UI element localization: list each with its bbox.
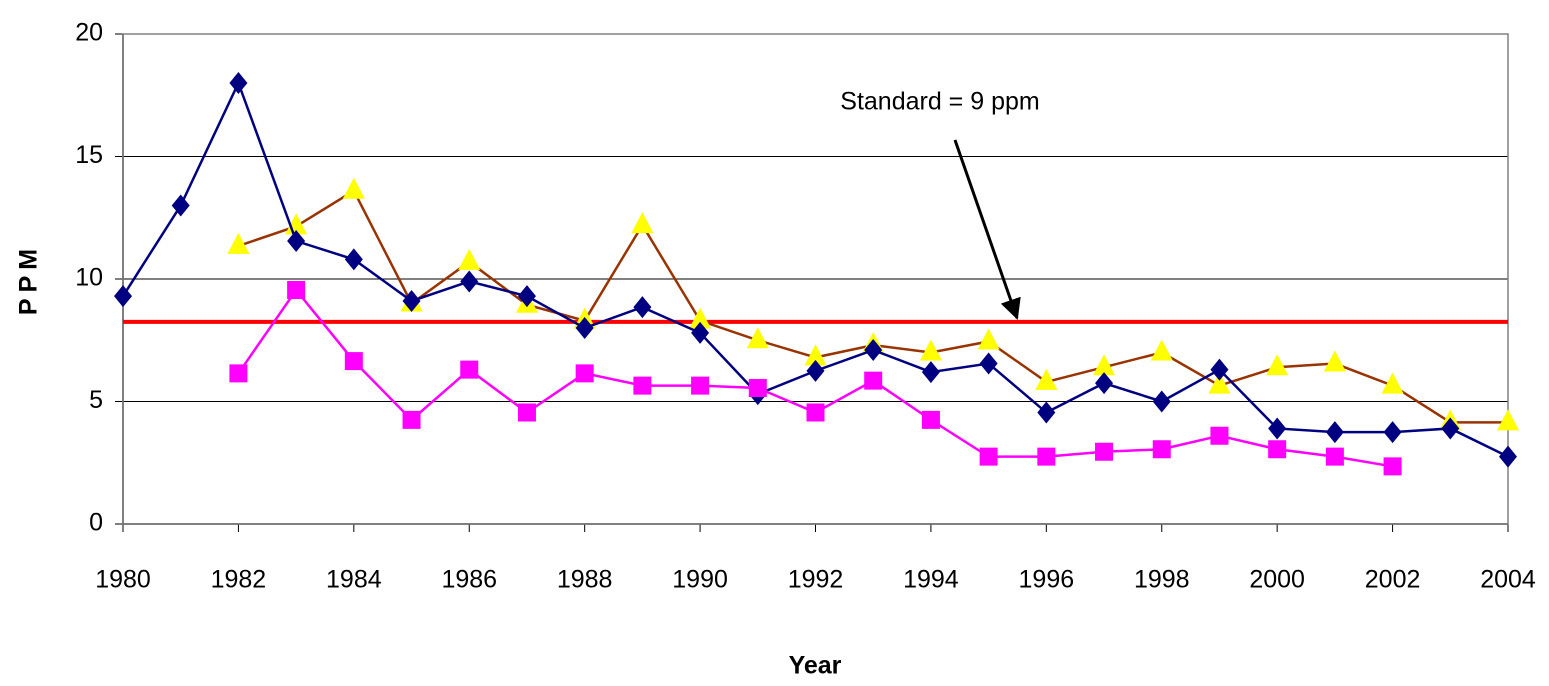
y-axis-title: PPM [15,243,43,315]
data-point [1383,457,1402,476]
data-point [460,360,479,379]
y-tick-label: 20 [75,19,103,47]
data-point [864,339,883,362]
data-point [1268,440,1287,459]
x-tick-label: 1984 [326,566,382,594]
data-point [1035,368,1058,390]
data-point [1095,442,1114,461]
data-point [171,194,190,217]
data-point [517,403,536,422]
data-point [402,410,421,429]
data-point [1150,339,1173,361]
data-point [919,339,942,361]
data-point [1093,354,1116,376]
data-point [631,212,654,234]
data-point [746,327,769,349]
x-tick-label: 2002 [1365,566,1421,594]
data-point [691,376,710,395]
data-point [804,344,827,366]
annotation-arrow [953,139,1021,320]
data-point [1497,409,1519,431]
data-point [1381,372,1404,394]
data-point [979,352,998,375]
data-point [691,321,710,344]
data-point [1266,354,1289,376]
x-tick-label: 1994 [903,566,959,594]
data-point [344,248,363,271]
data-point [1383,421,1402,444]
data-point [287,281,306,300]
plot-border [122,33,1509,525]
data-point [227,232,250,254]
data-point [1499,445,1517,468]
data-point [689,307,712,329]
data-point [1037,401,1056,424]
data-point [460,270,479,293]
data-point [1325,421,1344,444]
x-tick-label: 1986 [441,566,497,594]
data-point [921,361,940,384]
data-point [921,410,940,429]
data-point [575,364,594,383]
data-point [344,352,363,371]
data-point [633,296,652,319]
data-point [806,403,825,422]
data-point [864,371,883,390]
x-tick-label: 1998 [1134,566,1190,594]
x-tick-label: 1996 [1019,566,1075,594]
x-tick-label: 1982 [211,566,267,594]
data-point [575,317,594,339]
series-line [121,79,1509,458]
annotation: Standard = 9 ppm [840,88,1039,116]
data-point [1210,358,1229,381]
data-point [1210,426,1229,445]
x-tick-label: 1980 [95,566,151,594]
x-tick-label: 2000 [1249,566,1305,594]
data-point [458,248,481,270]
data-point [633,376,652,395]
data-point [806,359,825,382]
plot [114,72,1519,476]
data-point [114,285,132,308]
data-point [1441,417,1460,440]
data-point [1152,440,1171,459]
x-axis-title: Year [789,652,842,680]
data-point [402,290,421,313]
grid: 0 5 10 15 20 1980 1982 1984 1986 1988 1990 1992 1994… [75,19,1536,594]
data-point [1208,372,1231,394]
data-point [517,285,536,308]
y-tick-label: 15 [75,141,103,169]
x-tick-label: 2004 [1480,566,1536,594]
x-tick-label: 1990 [672,566,728,594]
y-tick-label: 10 [75,264,103,292]
data-point [1037,447,1056,466]
x-tick-label: 1988 [557,566,613,594]
data-point [979,447,998,466]
y-tick-label: 0 [89,509,103,537]
data-point [229,72,248,94]
data-point [1323,350,1346,372]
y-tick-label: 5 [89,386,103,414]
data-point [342,177,365,199]
data-point [1095,372,1114,395]
data-point [1325,447,1344,466]
data-point [977,328,1000,350]
data-point [229,364,248,383]
data-point [1152,390,1171,413]
data-point [748,379,767,398]
data-point [287,230,306,253]
data-point [1268,417,1287,440]
x-tick-label: 1992 [788,566,844,594]
